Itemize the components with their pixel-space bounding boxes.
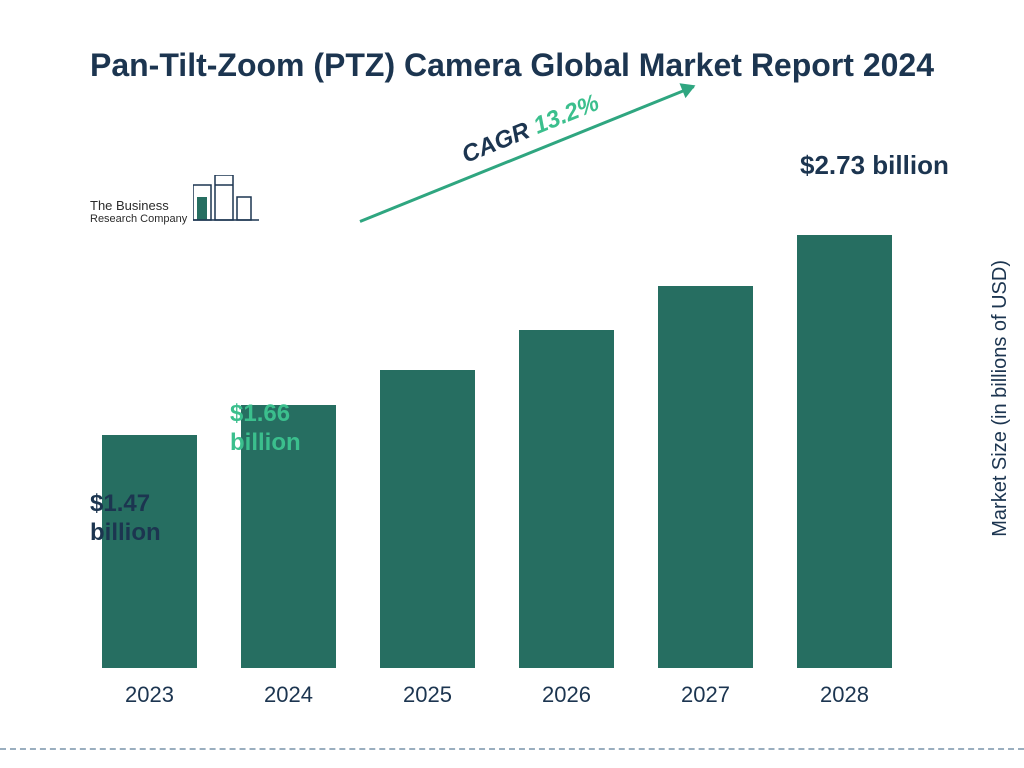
annotation-second-value: $1.66 billion (230, 400, 330, 458)
annotation-first-value: $1.47 billion (90, 490, 190, 548)
chart-area: 202320242025202620272028 (80, 170, 934, 708)
x-axis-tick-label: 2025 (358, 682, 497, 708)
bar (519, 330, 614, 668)
annotation-last-value: $2.73 billion (800, 150, 949, 181)
x-axis-tick-label: 2027 (636, 682, 775, 708)
y-axis-label: Market Size (in billions of USD) (989, 260, 1012, 537)
bars-container (80, 198, 914, 668)
bottom-divider (0, 748, 1024, 750)
bar-column (80, 435, 219, 668)
chart-title: Pan-Tilt-Zoom (PTZ) Camera Global Market… (0, 0, 1024, 85)
bar (380, 370, 475, 668)
bar-column (636, 286, 775, 668)
bar-column (775, 235, 914, 668)
bar (102, 435, 197, 668)
x-axis-tick-label: 2028 (775, 682, 914, 708)
bar (797, 235, 892, 668)
x-axis-labels: 202320242025202620272028 (80, 682, 914, 708)
bar-column (358, 370, 497, 668)
x-axis-tick-label: 2023 (80, 682, 219, 708)
bar (658, 286, 753, 668)
x-axis-tick-label: 2026 (497, 682, 636, 708)
bar-column (497, 330, 636, 668)
x-axis-tick-label: 2024 (219, 682, 358, 708)
